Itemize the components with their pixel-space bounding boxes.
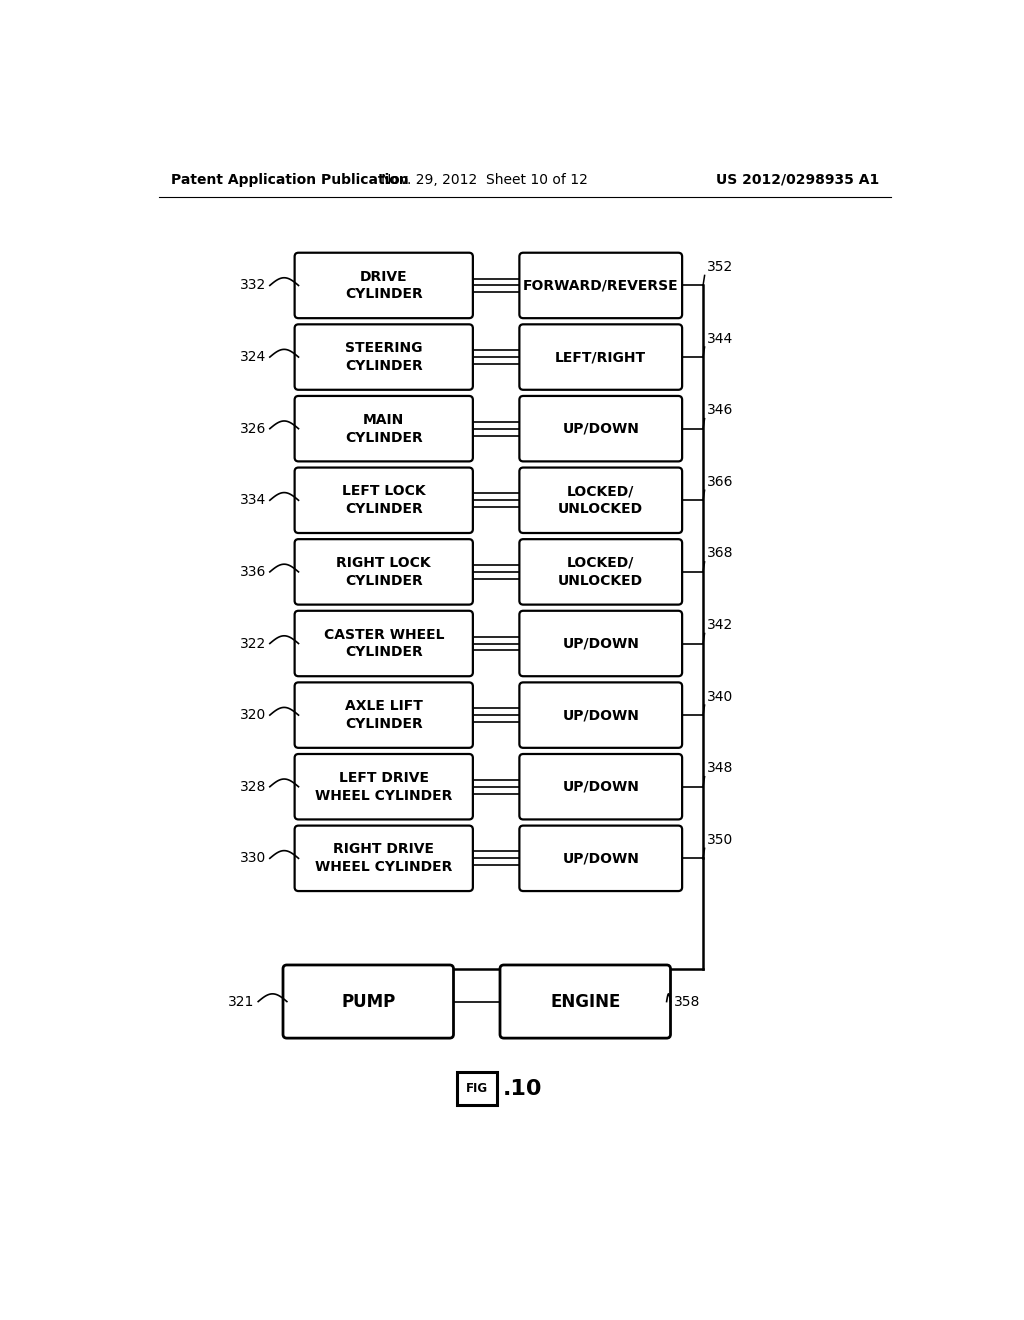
Text: Nov. 29, 2012  Sheet 10 of 12: Nov. 29, 2012 Sheet 10 of 12: [381, 173, 588, 187]
FancyBboxPatch shape: [519, 467, 682, 533]
Text: CASTER WHEEL
CYLINDER: CASTER WHEEL CYLINDER: [324, 627, 444, 660]
FancyBboxPatch shape: [295, 825, 473, 891]
Text: 342: 342: [707, 618, 733, 632]
Text: UP/DOWN: UP/DOWN: [562, 421, 639, 436]
Text: 324: 324: [240, 350, 266, 364]
Text: 352: 352: [707, 260, 733, 275]
FancyBboxPatch shape: [519, 252, 682, 318]
Text: 358: 358: [675, 994, 700, 1008]
Text: UP/DOWN: UP/DOWN: [562, 708, 639, 722]
Text: 321: 321: [228, 994, 254, 1008]
Text: 346: 346: [707, 403, 733, 417]
FancyBboxPatch shape: [457, 1072, 497, 1105]
Text: 332: 332: [240, 279, 266, 293]
Text: 320: 320: [240, 708, 266, 722]
FancyBboxPatch shape: [295, 754, 473, 820]
Text: 350: 350: [707, 833, 733, 847]
Text: 322: 322: [240, 636, 266, 651]
Text: STEERING
CYLINDER: STEERING CYLINDER: [345, 341, 423, 374]
Text: 348: 348: [707, 762, 733, 775]
Text: PUMP: PUMP: [341, 993, 395, 1011]
FancyBboxPatch shape: [295, 611, 473, 676]
Text: LOCKED/
UNLOCKED: LOCKED/ UNLOCKED: [558, 484, 643, 516]
Text: LEFT DRIVE
WHEEL CYLINDER: LEFT DRIVE WHEEL CYLINDER: [315, 771, 453, 803]
Text: RIGHT DRIVE
WHEEL CYLINDER: RIGHT DRIVE WHEEL CYLINDER: [315, 842, 453, 874]
Text: Patent Application Publication: Patent Application Publication: [171, 173, 409, 187]
Text: MAIN
CYLINDER: MAIN CYLINDER: [345, 413, 423, 445]
Text: UP/DOWN: UP/DOWN: [562, 636, 639, 651]
Text: FIG: FIG: [466, 1082, 487, 1096]
Text: 336: 336: [240, 565, 266, 579]
Text: .10: .10: [503, 1078, 543, 1098]
FancyBboxPatch shape: [295, 325, 473, 389]
FancyBboxPatch shape: [519, 325, 682, 389]
Text: 326: 326: [240, 421, 266, 436]
FancyBboxPatch shape: [295, 682, 473, 748]
FancyBboxPatch shape: [519, 754, 682, 820]
FancyBboxPatch shape: [519, 396, 682, 462]
Text: 330: 330: [240, 851, 266, 866]
FancyBboxPatch shape: [295, 396, 473, 462]
Text: 334: 334: [240, 494, 266, 507]
FancyBboxPatch shape: [519, 539, 682, 605]
Text: UP/DOWN: UP/DOWN: [562, 851, 639, 866]
Text: 340: 340: [707, 689, 733, 704]
Text: DRIVE
CYLINDER: DRIVE CYLINDER: [345, 269, 423, 301]
Text: LEFT LOCK
CYLINDER: LEFT LOCK CYLINDER: [342, 484, 426, 516]
FancyBboxPatch shape: [519, 825, 682, 891]
FancyBboxPatch shape: [295, 467, 473, 533]
Text: LOCKED/
UNLOCKED: LOCKED/ UNLOCKED: [558, 556, 643, 587]
FancyBboxPatch shape: [519, 611, 682, 676]
Text: ENGINE: ENGINE: [550, 993, 621, 1011]
Text: 366: 366: [707, 475, 733, 488]
Text: AXLE LIFT
CYLINDER: AXLE LIFT CYLINDER: [345, 700, 423, 731]
FancyBboxPatch shape: [500, 965, 671, 1038]
Text: LEFT/RIGHT: LEFT/RIGHT: [555, 350, 646, 364]
FancyBboxPatch shape: [519, 682, 682, 748]
FancyBboxPatch shape: [295, 539, 473, 605]
Text: RIGHT LOCK
CYLINDER: RIGHT LOCK CYLINDER: [337, 556, 431, 587]
Text: FORWARD/REVERSE: FORWARD/REVERSE: [523, 279, 679, 293]
Text: UP/DOWN: UP/DOWN: [562, 780, 639, 793]
Text: US 2012/0298935 A1: US 2012/0298935 A1: [717, 173, 880, 187]
Text: 328: 328: [240, 780, 266, 793]
FancyBboxPatch shape: [295, 252, 473, 318]
Text: 344: 344: [707, 331, 733, 346]
Text: 368: 368: [707, 546, 733, 561]
FancyBboxPatch shape: [283, 965, 454, 1038]
